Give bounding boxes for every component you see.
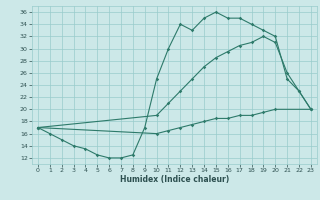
- X-axis label: Humidex (Indice chaleur): Humidex (Indice chaleur): [120, 175, 229, 184]
